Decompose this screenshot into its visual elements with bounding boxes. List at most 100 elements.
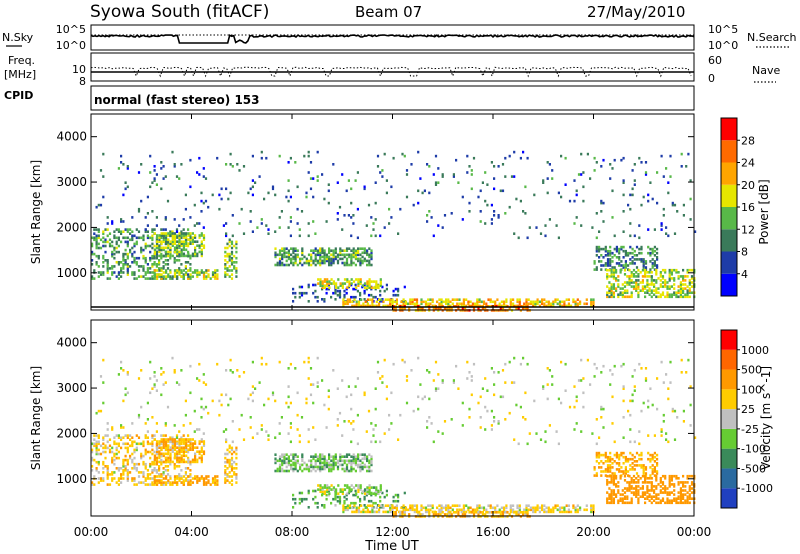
velocity-cell xyxy=(452,381,455,384)
velocity-cell xyxy=(334,461,337,465)
power-cell xyxy=(348,284,351,287)
velocity-cell xyxy=(171,442,174,445)
power-cell xyxy=(113,265,116,268)
velocity-cell xyxy=(200,454,203,458)
velocity-cell xyxy=(641,481,644,484)
power-cell xyxy=(426,220,429,223)
velocity-cell xyxy=(392,511,395,514)
velocity-cell xyxy=(352,457,355,461)
power-cell xyxy=(131,273,134,276)
power-cell xyxy=(365,287,368,291)
velocity-cell xyxy=(467,506,470,510)
velocity-cell xyxy=(230,483,234,486)
power-cell xyxy=(106,263,109,266)
power-cell xyxy=(657,291,660,294)
power-cell xyxy=(312,177,315,180)
velocity-cell xyxy=(292,506,295,509)
velocity-cell xyxy=(539,438,543,441)
velocity-cell xyxy=(137,471,141,474)
power-cell xyxy=(538,300,541,304)
velocity-cell xyxy=(598,436,601,439)
colorbar-segment xyxy=(721,140,737,163)
velocity-cell xyxy=(104,456,107,460)
velocity-cell xyxy=(532,506,535,510)
velocity-cell xyxy=(482,508,486,512)
power-cell xyxy=(621,293,624,296)
velocity-cell xyxy=(336,424,339,427)
power-cell xyxy=(632,281,636,284)
velocity-cell xyxy=(129,456,132,460)
velocity-cell xyxy=(298,501,301,505)
power-cell xyxy=(102,152,105,156)
velocity-cell xyxy=(631,453,634,457)
power-cell xyxy=(287,253,290,257)
power-cell xyxy=(341,173,344,176)
power-cell xyxy=(226,252,229,256)
power-cell xyxy=(381,285,384,289)
velocity-cell xyxy=(111,446,114,450)
velocity-cell xyxy=(93,483,96,486)
power-cell xyxy=(450,307,453,310)
velocity-cell xyxy=(175,465,179,468)
velocity-cell xyxy=(612,489,615,492)
date-title: 27/May/2010 xyxy=(587,3,685,21)
power-cell xyxy=(682,295,685,299)
velocity-cell xyxy=(653,460,656,463)
velocity-cell xyxy=(220,393,223,397)
velocity-cell xyxy=(156,456,159,460)
power-cell xyxy=(679,289,682,292)
power-cell xyxy=(668,279,671,282)
power-cell xyxy=(287,189,290,193)
velocity-cell xyxy=(350,484,353,487)
velocity-cell xyxy=(592,508,595,512)
velocity-cell xyxy=(106,434,109,437)
velocity-cell xyxy=(140,369,143,372)
power-cell xyxy=(91,275,94,278)
velocity-cell xyxy=(198,440,201,443)
power-cell xyxy=(336,253,340,257)
velocity-cell xyxy=(431,510,434,514)
power-cell xyxy=(655,279,658,282)
velocity-cell xyxy=(189,438,192,441)
power-cell xyxy=(274,251,277,255)
velocity-cell xyxy=(178,444,181,447)
velocity-cell xyxy=(187,458,190,462)
velocity-cell xyxy=(173,424,176,427)
power-cell xyxy=(345,259,349,263)
power-cell xyxy=(610,287,613,290)
velocity-cell xyxy=(182,446,185,449)
velocity-cell xyxy=(137,416,141,419)
velocity-cell xyxy=(194,460,197,464)
velocity-cell xyxy=(228,450,231,454)
velocity-cell xyxy=(623,501,627,505)
velocity-cell xyxy=(466,377,469,380)
velocity-cell xyxy=(613,440,616,444)
power-cell xyxy=(146,277,149,280)
power-cell xyxy=(162,236,165,239)
velocity-cell xyxy=(312,489,315,493)
power-cell xyxy=(431,298,434,301)
power-cell xyxy=(485,302,488,306)
velocity-cell xyxy=(185,454,188,458)
power-cell xyxy=(117,238,120,242)
power-cell xyxy=(651,264,654,267)
velocity-cell xyxy=(169,440,172,444)
power-cell xyxy=(657,295,660,299)
power-cell xyxy=(637,295,640,299)
power-cell xyxy=(370,234,373,238)
velocity-cell xyxy=(346,506,349,510)
velocity-cell xyxy=(160,462,163,466)
power-cell xyxy=(671,203,674,207)
power-cell xyxy=(180,254,183,258)
power-cell xyxy=(365,224,368,227)
velocity-cell xyxy=(332,457,335,461)
velocity-cell xyxy=(281,455,284,458)
power-cell xyxy=(370,287,373,291)
velocity-cell xyxy=(160,481,163,484)
power-cell xyxy=(167,232,170,235)
power-cell xyxy=(240,207,243,211)
power-cell xyxy=(575,216,578,219)
power-cell xyxy=(191,271,194,274)
velocity-cell xyxy=(95,434,98,437)
power-cell xyxy=(350,187,353,191)
